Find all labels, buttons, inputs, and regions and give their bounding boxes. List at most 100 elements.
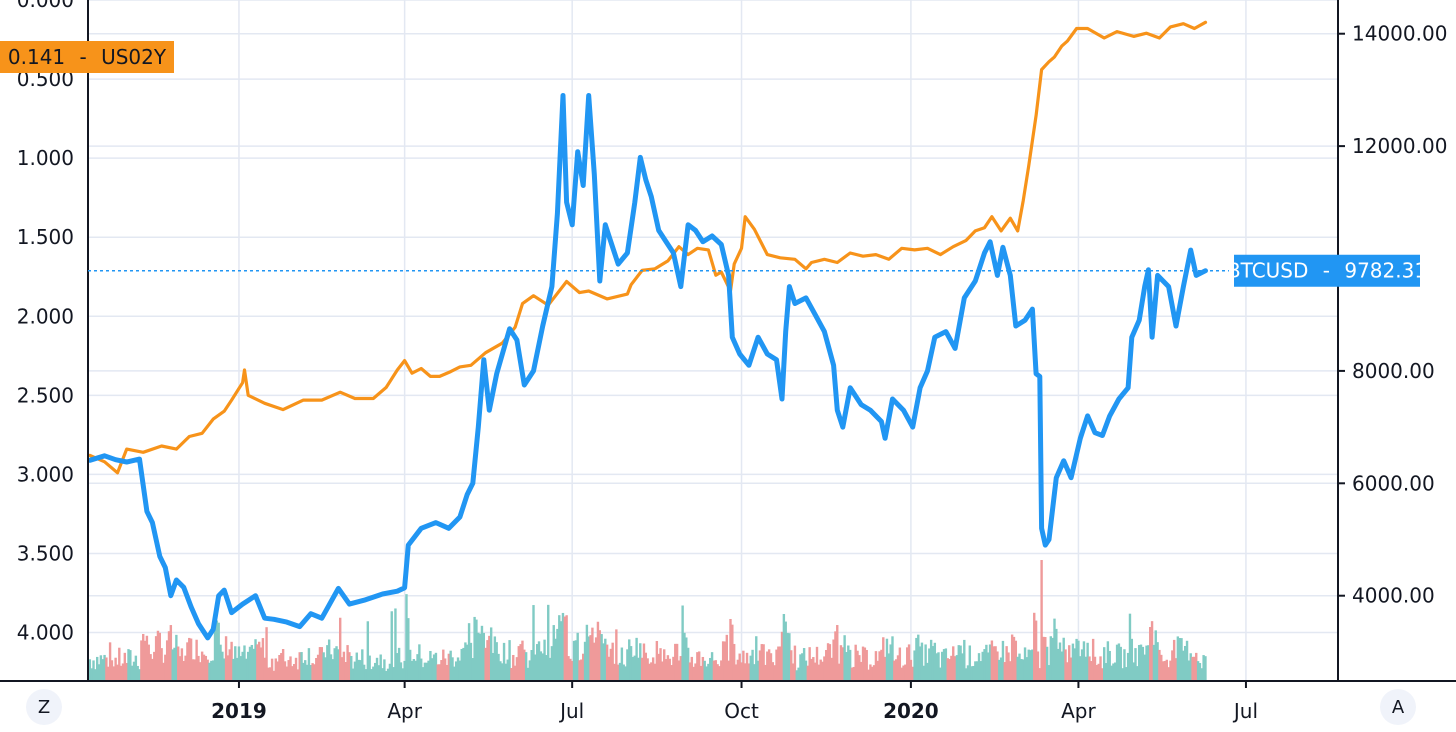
- volume-bar: [147, 644, 150, 680]
- volume-bar: [491, 652, 495, 680]
- volume-bar: [791, 663, 795, 680]
- volume-bar: [517, 646, 520, 680]
- volume-bar: [1198, 663, 1202, 680]
- volume-bar: [532, 605, 535, 680]
- volume-bar: [981, 651, 984, 680]
- volume-bar: [497, 653, 500, 680]
- series-line-us02y: [88, 20, 1208, 475]
- volume-bar: [1185, 640, 1189, 680]
- volume-bar: [699, 665, 703, 680]
- volume-bar: [942, 649, 946, 680]
- volume-bar: [661, 661, 664, 680]
- volume-bar: [714, 660, 717, 680]
- volume-bar: [692, 666, 695, 680]
- auto-scale-right-button[interactable]: A: [1380, 689, 1416, 725]
- volume-bar: [1073, 648, 1076, 680]
- volume-bar: [431, 658, 434, 680]
- volume-bar: [307, 648, 311, 680]
- volume-bar: [1042, 636, 1045, 680]
- volume-bar: [734, 664, 738, 680]
- volume-bar: [537, 641, 541, 680]
- volume-bar: [740, 662, 743, 680]
- volume-bar: [1033, 612, 1036, 680]
- volume-bar: [626, 649, 629, 680]
- volume-bar: [316, 654, 320, 680]
- volume-bar: [1161, 661, 1165, 680]
- volume-bar: [1110, 665, 1113, 680]
- volume-bar: [582, 653, 585, 680]
- auto-scale-left-label: Z: [38, 697, 50, 718]
- volume-bars: [88, 560, 1207, 680]
- volume-bar: [1184, 645, 1187, 680]
- volume-bar: [1163, 660, 1167, 680]
- volume-bar: [1055, 628, 1058, 680]
- volume-bar: [663, 649, 666, 680]
- volume-bar: [383, 659, 386, 680]
- volume-bar: [223, 658, 226, 680]
- volume-bar: [171, 649, 174, 680]
- volume-bar: [707, 663, 710, 680]
- volume-bar: [331, 659, 335, 680]
- volume-bar: [933, 642, 937, 680]
- volume-bar: [963, 639, 966, 680]
- volume-bar: [1069, 657, 1073, 680]
- volume-bar: [953, 656, 957, 680]
- volume-bar: [697, 651, 701, 680]
- volume-bar: [545, 655, 548, 680]
- volume-bar: [357, 659, 360, 680]
- volume-bar: [184, 655, 187, 680]
- volume-bar: [456, 657, 460, 680]
- volume-bar: [421, 667, 425, 680]
- volume-bar: [121, 663, 125, 680]
- volume-bar: [1104, 663, 1108, 680]
- volume-bar: [858, 655, 861, 680]
- volume-bar: [651, 657, 655, 680]
- volume-bar: [392, 667, 395, 680]
- volume-bar: [786, 632, 789, 680]
- volume-bar: [276, 661, 279, 680]
- volume-bar: [1103, 647, 1106, 680]
- volume-bar: [1115, 644, 1119, 680]
- volume-bar: [140, 640, 143, 680]
- volume-bar: [523, 649, 526, 680]
- volume-bar: [600, 634, 603, 680]
- volume-bar: [917, 634, 920, 680]
- volume-bar: [467, 623, 471, 680]
- volume-bar: [173, 647, 176, 680]
- volume-bar: [1051, 637, 1054, 680]
- volume-bar: [615, 629, 618, 680]
- volume-bar: [850, 667, 854, 680]
- volume-bar: [745, 652, 749, 680]
- volume-bar: [887, 653, 891, 680]
- volume-bar: [576, 632, 579, 680]
- volume-bar: [151, 658, 154, 680]
- volume-bar: [420, 658, 423, 680]
- volume-bar: [646, 658, 649, 680]
- volume-bar: [736, 659, 740, 680]
- volume-bar: [935, 653, 938, 680]
- auto-scale-right-circle[interactable]: [1380, 689, 1416, 725]
- auto-scale-left-circle[interactable]: [26, 689, 62, 725]
- volume-bar: [1020, 659, 1023, 680]
- volume-bar: [801, 653, 804, 680]
- volume-bar: [364, 669, 368, 680]
- volume-bar: [812, 657, 815, 680]
- x-tick-label: Oct: [724, 699, 759, 723]
- volume-bar: [574, 640, 578, 680]
- volume-bar: [1119, 646, 1122, 680]
- volume-bar: [920, 642, 924, 680]
- volume-bar: [499, 661, 502, 680]
- auto-scale-left-button[interactable]: Z: [26, 689, 62, 725]
- volume-bar: [304, 660, 307, 680]
- volume-bar: [795, 670, 798, 680]
- volume-bar: [705, 666, 708, 680]
- volume-bar: [1097, 663, 1100, 680]
- volume-bar: [1117, 643, 1121, 680]
- volume-bar: [543, 639, 546, 680]
- volume-bar: [1137, 645, 1141, 680]
- left-tick-label: 2.500: [17, 383, 74, 407]
- us02y-tag-label: US02Y: [101, 45, 167, 69]
- volume-bar: [594, 637, 598, 680]
- volume-bar: [703, 660, 706, 680]
